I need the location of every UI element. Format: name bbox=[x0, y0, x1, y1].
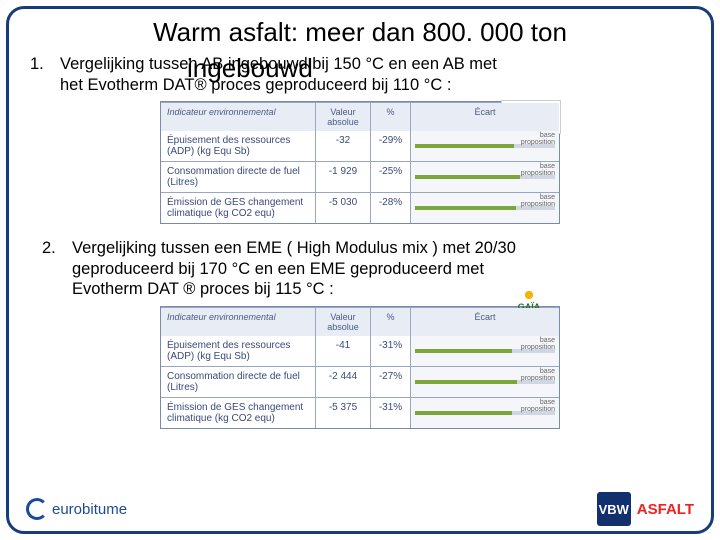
table-row: Émission de GES changement climatique (k… bbox=[161, 397, 559, 428]
bar-label-prop: proposition bbox=[521, 375, 555, 382]
cell-bar: baseproposition bbox=[411, 131, 559, 161]
cell-value: -41 bbox=[316, 336, 371, 366]
th-ecart: Écart bbox=[411, 308, 559, 336]
bar-label-base: base bbox=[521, 368, 555, 375]
list-item-1: 1. Vergelijking tussen AB ingebouwd bij … bbox=[30, 54, 690, 95]
table-row: Émission de GES changement climatique (k… bbox=[161, 192, 559, 223]
slide-title: Warm asfalt: meer dan 800. 000 ton bbox=[70, 18, 650, 48]
th-pct: % bbox=[371, 308, 411, 336]
list-item-2: 2. Vergelijking tussen een EME ( High Mo… bbox=[42, 238, 690, 300]
cell-indicator: Épuisement des ressources (ADP) (kg Equ … bbox=[161, 131, 316, 161]
table-row: Consommation directe de fuel (Litres)-2 … bbox=[161, 366, 559, 397]
cell-indicator: Consommation directe de fuel (Litres) bbox=[161, 162, 316, 192]
table2-header: Indicateur environnemental Valeur absolu… bbox=[161, 307, 559, 336]
th-valeur: Valeur absolue bbox=[316, 103, 371, 131]
title-line2-overlap: ingebouwd bbox=[187, 52, 313, 85]
item2-line-b: geproduceerd bij 170 °C en een EME gepro… bbox=[72, 260, 484, 278]
table-row: Épuisement des ressources (ADP) (kg Equ … bbox=[161, 131, 559, 161]
cell-pct: -29% bbox=[371, 131, 411, 161]
item2-number: 2. bbox=[42, 238, 60, 300]
cell-bar: baseproposition bbox=[411, 367, 559, 397]
eurobitume-logo: eurobitume bbox=[26, 498, 127, 520]
cell-pct: -27% bbox=[371, 367, 411, 397]
th-indicator: Indicateur environnemental bbox=[161, 103, 316, 131]
bar-label-base: base bbox=[521, 194, 555, 201]
bar-label-prop: proposition bbox=[521, 344, 555, 351]
cell-value: -32 bbox=[316, 131, 371, 161]
cell-indicator: Émission de GES changement climatique (k… bbox=[161, 398, 316, 428]
vbw-box: VBW bbox=[597, 492, 631, 526]
table-header: Indicateur environnemental Valeur absolu… bbox=[161, 102, 559, 131]
cell-bar: baseproposition bbox=[411, 398, 559, 428]
table-row: Épuisement des ressources (ADP) (kg Equ … bbox=[161, 336, 559, 366]
cell-value: -5 030 bbox=[316, 193, 371, 223]
swirl-icon bbox=[26, 498, 48, 520]
footer: eurobitume VBW ASFALT bbox=[26, 492, 694, 526]
item2-line-a: Vergelijking tussen een EME ( High Modul… bbox=[72, 239, 516, 257]
th-pct: % bbox=[371, 103, 411, 131]
bar-label-base: base bbox=[521, 399, 555, 406]
cell-value: -1 929 bbox=[316, 162, 371, 192]
eurobitume-text: eurobitume bbox=[52, 501, 127, 518]
item2-text: Vergelijking tussen een EME ( High Modul… bbox=[72, 238, 516, 300]
bar-label-prop: proposition bbox=[521, 139, 555, 146]
cell-value: -2 444 bbox=[316, 367, 371, 397]
bar-label-base: base bbox=[521, 163, 555, 170]
th-valeur: Valeur absolue bbox=[316, 308, 371, 336]
bar-label-prop: proposition bbox=[521, 406, 555, 413]
cell-indicator: Épuisement des ressources (ADP) (kg Equ … bbox=[161, 336, 316, 366]
bar-label-prop: proposition bbox=[521, 201, 555, 208]
item1-text: Vergelijking tussen AB ingebouwd bij 150… bbox=[60, 54, 497, 95]
bar-label-prop: proposition bbox=[521, 170, 555, 177]
cell-pct: -31% bbox=[371, 336, 411, 366]
cell-pct: -25% bbox=[371, 162, 411, 192]
th-indicator: Indicateur environnemental bbox=[161, 308, 316, 336]
vbw-asfalt: ASFALT bbox=[637, 501, 694, 518]
table-row: Consommation directe de fuel (Litres)-1 … bbox=[161, 161, 559, 192]
sun-icon bbox=[522, 288, 536, 302]
bar-label-base: base bbox=[521, 132, 555, 139]
cell-bar: baseproposition bbox=[411, 193, 559, 223]
cell-bar: baseproposition bbox=[411, 336, 559, 366]
cell-indicator: Émission de GES changement climatique (k… bbox=[161, 193, 316, 223]
cell-pct: -31% bbox=[371, 398, 411, 428]
cell-pct: -28% bbox=[371, 193, 411, 223]
table-2: GAÏA Indicateur environnemental Valeur a… bbox=[160, 306, 560, 429]
vbw-logo: VBW ASFALT bbox=[597, 492, 694, 526]
cell-bar: baseproposition bbox=[411, 162, 559, 192]
slide-content: Warm asfalt: meer dan 800. 000 ton 1. Ve… bbox=[30, 18, 690, 490]
bar-label-base: base bbox=[521, 337, 555, 344]
table-1: GAÏA B.E. Indicateur environnemental Val… bbox=[160, 101, 560, 224]
cell-indicator: Consommation directe de fuel (Litres) bbox=[161, 367, 316, 397]
title-line1: Warm asfalt: meer dan 800. 000 ton bbox=[153, 17, 567, 47]
item1-number: 1. bbox=[30, 54, 48, 95]
cell-value: -5 375 bbox=[316, 398, 371, 428]
item2-line-c: Evotherm DAT ® proces bij 115 °C : bbox=[72, 280, 334, 298]
th-ecart: Écart bbox=[411, 103, 559, 131]
